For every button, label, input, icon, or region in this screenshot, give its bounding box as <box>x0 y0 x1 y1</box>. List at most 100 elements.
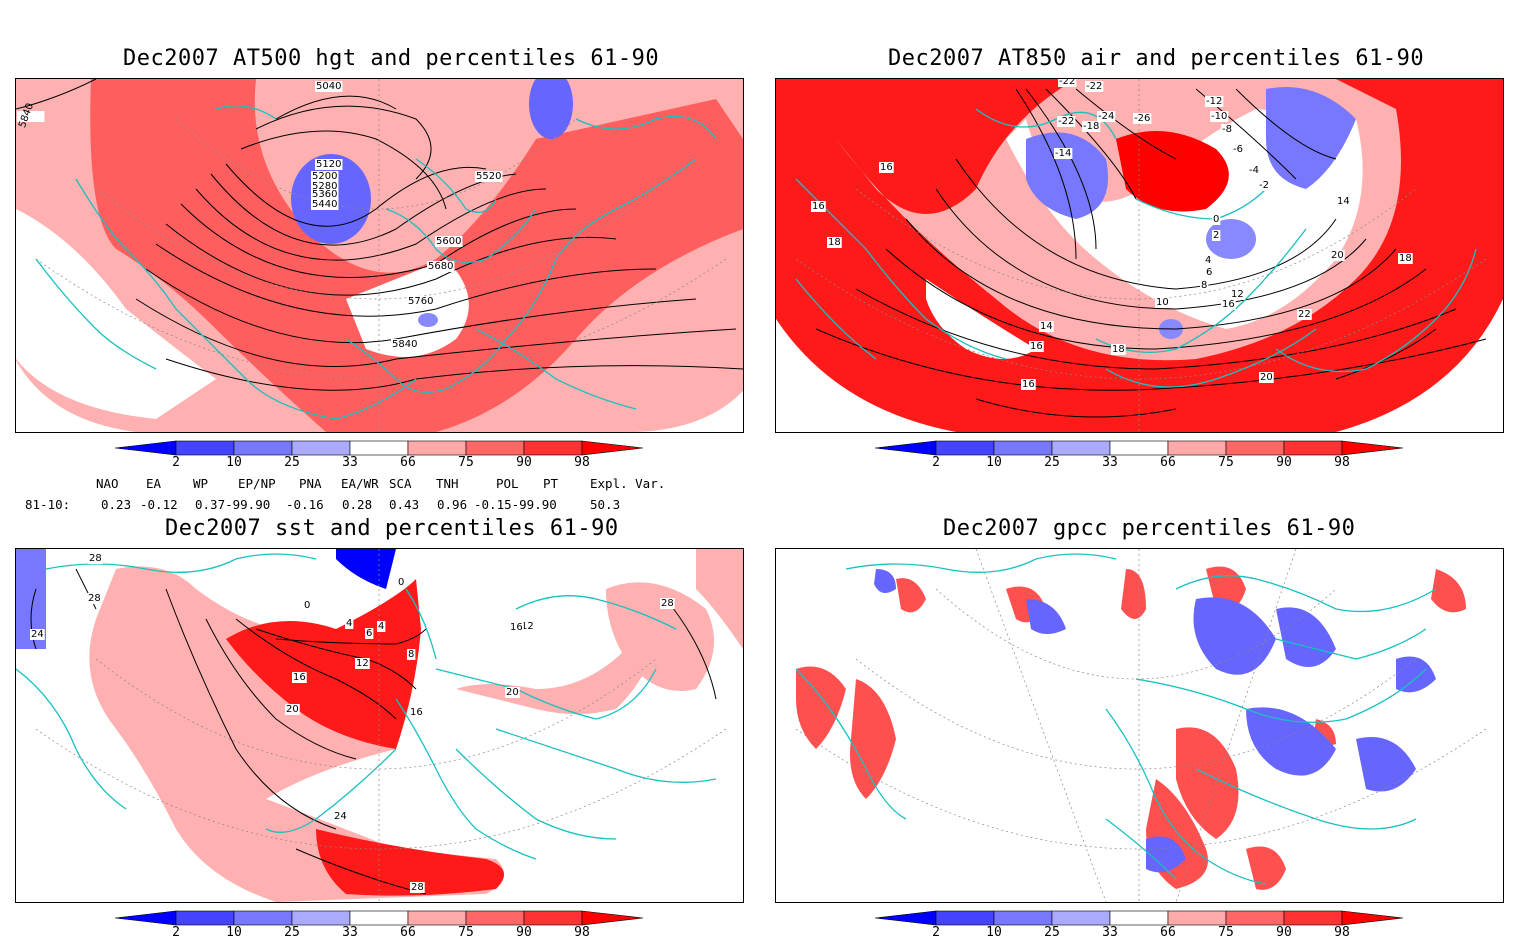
contour-label: -22 <box>1086 81 1102 92</box>
colorbar-segment <box>1283 910 1343 926</box>
contour-label: 5520 <box>476 171 501 182</box>
colorbar-segment <box>407 910 467 926</box>
contour-label-box <box>1205 267 1214 278</box>
contour-label: 28 <box>411 882 424 893</box>
contour-label: 4 <box>1205 255 1211 266</box>
colorbar-segment <box>233 440 293 456</box>
contour-label-box <box>1200 280 1209 291</box>
contour-label-box <box>427 261 455 272</box>
index-header: WP <box>193 476 209 491</box>
contour-label: -18 <box>1083 121 1099 132</box>
contour-label-box <box>1155 297 1170 308</box>
colorbar-tick: 33 <box>1102 455 1118 470</box>
precip-low-patches <box>874 569 1436 873</box>
graticule <box>35 549 727 902</box>
panel-3-map: 28 28 28 24 0 0 4 4 6 8 12 16 16 20 20 1… <box>15 548 744 903</box>
panel-4-map-svg <box>795 549 1487 902</box>
colorbar-tick: 10 <box>226 925 242 940</box>
contour-label-box <box>333 811 348 822</box>
contour-label: 16 <box>1222 299 1235 310</box>
contour-label-box <box>315 81 343 92</box>
contour-label: 5600 <box>436 236 461 247</box>
contour-label: -14 <box>1055 148 1071 159</box>
colorbar-arrow-high <box>581 440 644 456</box>
index-header: EP/NP <box>238 476 276 491</box>
contour-label: 16 <box>510 622 523 633</box>
colorbar-tick: 98 <box>1334 925 1350 940</box>
panel-4-colorbar <box>874 910 1405 926</box>
contour-labels: 5040 5120 5200 5280 5360 5440 5520 5600 … <box>17 81 503 350</box>
contour-label: 16 <box>293 672 306 683</box>
contour-label-box <box>17 111 45 122</box>
index-header: PNA <box>299 476 322 491</box>
index-header: NAO <box>96 476 119 491</box>
contour-label-box <box>311 189 339 200</box>
colorbar-segment <box>291 910 351 926</box>
contour-label: 16 <box>1022 379 1035 390</box>
colorbar-arrow-low <box>114 910 177 926</box>
height-contours <box>16 79 743 391</box>
anomaly-strong-high <box>1116 131 1229 212</box>
contour-label-box <box>397 577 406 588</box>
index-header: TNH <box>436 476 459 491</box>
contour-label-box <box>87 593 102 604</box>
colorbar-tick: 2 <box>932 455 940 470</box>
panel-2-map-svg: -22 -22 -26 -24 -22 -18 -14 -12 -10 -8 -… <box>776 79 1503 432</box>
precip-high-patches <box>796 566 1466 890</box>
contour-label-box <box>1297 309 1312 320</box>
colorbar-segment <box>349 440 409 456</box>
contour-label-box <box>1232 144 1244 155</box>
index-header: EA <box>146 476 162 491</box>
contour-label-box <box>1111 344 1126 355</box>
index-value: 50.3 <box>590 497 621 512</box>
colorbar-tick: 75 <box>1218 455 1234 470</box>
contour-label-box <box>1248 165 1260 176</box>
contour-label: 18 <box>1399 253 1412 264</box>
colorbar-tick: 98 <box>574 925 590 940</box>
contour-label: 0 <box>1213 214 1219 225</box>
contour-label: 5680 <box>428 261 453 272</box>
panel-1-map: 5040 5120 5200 5280 5360 5440 5520 5600 … <box>15 78 744 433</box>
contour-label: 6 <box>1206 267 1212 278</box>
contour-label: 5040 <box>316 81 341 92</box>
colorbar-segment <box>523 910 583 926</box>
panel-1-title: Dec2007 AT500 hgt and percentiles 61-90 <box>123 46 660 71</box>
colorbar-segment <box>1051 910 1111 926</box>
contour-label-box <box>1258 180 1270 191</box>
colorbar-tick: 25 <box>284 455 300 470</box>
colorbar-segment <box>465 910 525 926</box>
contour-label: 4 <box>346 618 352 629</box>
anomaly-high-band <box>90 79 743 432</box>
anomaly-light-band <box>696 549 743 649</box>
temperature-contours <box>815 88 1487 418</box>
contour-label-box <box>409 707 424 718</box>
colorbar-tick: 98 <box>1334 455 1350 470</box>
panel-3-title: Dec2007 sst and percentiles 61-90 <box>165 516 619 541</box>
contour-label-box <box>505 687 520 698</box>
colorbar-svg <box>874 910 1404 926</box>
colorbar-segment <box>523 440 583 456</box>
colorbar-svg <box>114 440 644 456</box>
contour-label: 12 <box>356 658 369 669</box>
contour-label: 22 <box>1298 309 1311 320</box>
contour-label-box <box>1133 113 1152 124</box>
contour-label-box <box>1057 116 1076 127</box>
contour-label: 0 <box>304 600 310 611</box>
teleconnection-indices: NAO EA WP EP/NP PNA EA/WR SCA TNH POL PT… <box>0 476 700 516</box>
panel-1-map-svg: 5040 5120 5200 5280 5360 5440 5520 5600 … <box>16 79 743 432</box>
contour-label: 20 <box>506 687 519 698</box>
index-header: POL <box>496 476 519 491</box>
index-header: PT <box>543 476 559 491</box>
contour-label: -12 <box>1206 96 1222 107</box>
contour-label-box <box>811 201 826 212</box>
contour-label: -4 <box>1249 165 1259 176</box>
contour-label-box <box>311 181 339 192</box>
colorbar-tick: 10 <box>986 455 1002 470</box>
colorbar-tick: 2 <box>932 925 940 940</box>
contour-label-box <box>1221 124 1233 135</box>
contour-label-box <box>407 296 435 307</box>
colorbar-tick: 90 <box>1276 455 1292 470</box>
colorbar-segment <box>175 440 235 456</box>
colorbar-tick: 2 <box>172 455 180 470</box>
colorbar-arrow-low <box>114 440 177 456</box>
